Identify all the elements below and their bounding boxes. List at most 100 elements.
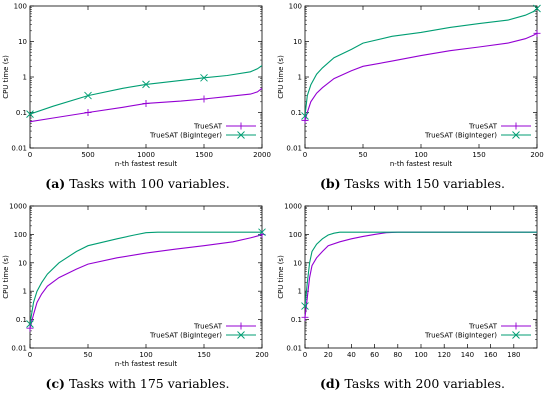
legend-label: TrueSAT — [193, 323, 223, 331]
x-tick-label: 100 — [139, 351, 152, 359]
plus-marker — [512, 122, 520, 130]
x-tick-label: 160 — [484, 351, 497, 359]
y-tick-label: 0.1 — [291, 316, 302, 324]
plus-marker — [142, 99, 150, 107]
x-axis-label: n-th fastest result — [115, 360, 177, 368]
series-line-truesat-biginteger — [30, 65, 262, 115]
y-tick-label: 0.1 — [291, 109, 302, 117]
x-tick-label: 20 — [324, 351, 333, 359]
x-tick-label: 50 — [84, 351, 93, 359]
x-tick-label: 1000 — [137, 151, 155, 159]
series-line-truesat — [30, 87, 262, 123]
x-tick-label: 100 — [414, 351, 427, 359]
y-tick-label: 10 — [18, 259, 27, 267]
x-tick-label: 0 — [28, 351, 32, 359]
plus-marker — [237, 322, 245, 330]
plus-marker — [512, 322, 520, 330]
plus-marker — [26, 324, 34, 332]
chart-d: 0.01 0.1 1 10 100 1000 0 20 40 60 80 100 120 140 160 18… — [277, 203, 538, 359]
caption-d: (d) Tasks with 200 variables. — [319, 376, 506, 391]
y-tick-label: 1000 — [9, 203, 27, 211]
caption-b: (b) Tasks with 150 variables. — [319, 176, 506, 191]
y-axis-label: CPU time (s) — [2, 55, 10, 99]
y-tick-label: 0.1 — [16, 316, 27, 324]
x-marker — [26, 320, 34, 328]
y-tick-label: 1 — [298, 74, 302, 82]
legend-label: TrueSAT — [468, 123, 498, 131]
x-tick-label: 180 — [507, 351, 520, 359]
plus-marker — [533, 29, 541, 37]
x-marker — [237, 131, 245, 139]
plus-marker — [301, 313, 309, 321]
x-tick-label: 0 — [303, 151, 307, 159]
x-tick-label: 0 — [28, 151, 32, 159]
plot-frame — [29, 5, 263, 149]
x-tick-label: 500 — [81, 151, 94, 159]
x-tick-label: 100 — [414, 151, 427, 159]
x-marker — [200, 73, 208, 82]
y-tick-label: 0.01 — [286, 145, 302, 153]
x-axis-label: n-th fastest result — [115, 160, 177, 168]
legend-label: TrueSAT — [468, 323, 498, 331]
series-line-truesat — [305, 231, 537, 318]
y-tick-label: 0.01 — [11, 145, 27, 153]
y-tick-label: 100 — [14, 3, 27, 11]
caption-c: (c) Tasks with 175 variables. — [45, 376, 230, 391]
x-marker — [533, 4, 541, 13]
y-tick-label: 10 — [18, 38, 27, 46]
series-line-truesat — [30, 233, 262, 329]
series-line-truesat-biginteger — [30, 231, 262, 325]
x-tick-label: 200 — [530, 151, 543, 159]
x-marker — [258, 228, 266, 236]
x-marker — [237, 331, 245, 339]
x-tick-label: 60 — [370, 351, 379, 359]
plus-marker — [84, 109, 92, 116]
y-tick-label: 1 — [298, 288, 302, 296]
caption-a: (a) Tasks with 100 variables. — [45, 176, 230, 191]
x-tick-label: 50 — [359, 151, 368, 159]
x-marker — [26, 110, 34, 118]
legend-label: TrueSAT (BigInteger) — [424, 132, 497, 140]
x-tick-label: 40 — [347, 351, 356, 359]
x-marker — [512, 131, 520, 139]
y-tick-label: 0.01 — [286, 345, 302, 353]
x-tick-label: 150 — [472, 151, 485, 159]
y-tick-label: 1 — [23, 74, 27, 82]
y-axis-label: CPU time (s) — [2, 255, 10, 299]
plus-marker — [200, 95, 208, 103]
y-tick-label: 10 — [293, 259, 302, 267]
y-tick-label: 1000 — [284, 203, 302, 211]
x-tick-label: 120 — [438, 351, 451, 359]
y-axis-label: CPU time (s) — [277, 55, 285, 99]
series-line-truesat-biginteger — [305, 231, 537, 307]
plot-frame — [304, 5, 538, 149]
panel-c: 0.01 0.1 1 10 100 1000 0 50 100 150 200 n-th fastes… — [0, 200, 275, 400]
x-marker — [142, 80, 150, 89]
x-tick-label: 1500 — [195, 151, 213, 159]
x-tick-label: 0 — [303, 351, 307, 359]
x-marker — [512, 331, 520, 339]
legend-label: TrueSAT (BigInteger) — [149, 332, 222, 340]
y-tick-label: 0.01 — [11, 345, 27, 353]
series-line-truesat — [305, 32, 537, 121]
x-marker — [301, 112, 309, 120]
panel-b: 0.01 0.1 1 10 100 0 50 100 150 200 n-th fastest re… — [275, 0, 550, 200]
y-tick-label: 10 — [293, 38, 302, 46]
panel-d: 0.01 0.1 1 10 100 1000 0 20 40 60 80 100 120 140 160 18… — [275, 200, 550, 400]
panel-a: 0.01 0.1 1 10 100 0 500 1000 1500 2000 n-th fastes… — [0, 0, 275, 200]
y-tick-label: 100 — [14, 231, 27, 239]
x-axis-label: n-th fastest result — [390, 160, 452, 168]
series-line-truesat-biginteger — [305, 8, 537, 116]
x-tick-label: 140 — [461, 351, 474, 359]
x-marker — [301, 302, 309, 310]
chart-c: 0.01 0.1 1 10 100 1000 0 50 100 150 200 n-th fastes… — [2, 203, 269, 369]
y-tick-label: 100 — [289, 231, 302, 239]
x-tick-label: 2000 — [253, 151, 271, 159]
x-marker — [84, 91, 92, 100]
x-tick-label: 80 — [393, 351, 402, 359]
plot-frame — [29, 205, 263, 349]
y-axis-label: CPU time (s) — [277, 255, 285, 299]
x-tick-label: 150 — [197, 351, 210, 359]
plus-marker — [237, 122, 245, 130]
